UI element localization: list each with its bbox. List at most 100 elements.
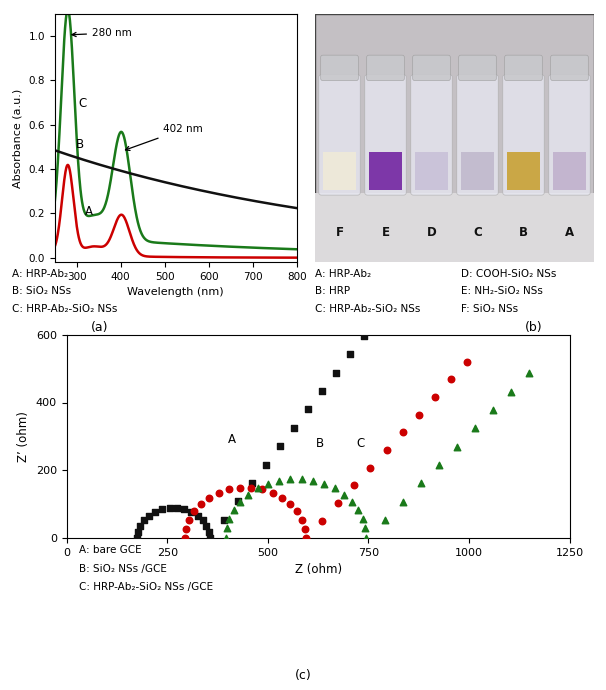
Point xyxy=(339,489,348,500)
Bar xyxy=(323,152,356,190)
Point xyxy=(430,391,440,402)
Point xyxy=(274,475,284,486)
Text: (c): (c) xyxy=(295,669,311,682)
Point xyxy=(221,533,230,544)
Point xyxy=(303,404,313,415)
Bar xyxy=(553,152,586,190)
Bar xyxy=(461,152,494,190)
FancyBboxPatch shape xyxy=(367,55,404,81)
X-axis label: Z (ohm): Z (ohm) xyxy=(295,564,342,576)
Point xyxy=(258,484,267,495)
Point xyxy=(268,487,278,498)
Point xyxy=(193,510,202,521)
Text: D: D xyxy=(427,226,436,239)
Point xyxy=(382,444,391,455)
Point xyxy=(133,526,143,538)
FancyBboxPatch shape xyxy=(321,55,358,81)
Point xyxy=(275,441,285,452)
Text: B: SiO₂ NSs: B: SiO₂ NSs xyxy=(12,286,72,296)
Point xyxy=(185,514,195,525)
Point xyxy=(132,533,142,544)
Text: C: HRP-Ab₂-SiO₂ NSs: C: HRP-Ab₂-SiO₂ NSs xyxy=(12,304,118,313)
Point xyxy=(165,502,175,513)
Point xyxy=(285,473,295,484)
Point xyxy=(319,478,329,489)
Point xyxy=(398,496,407,507)
FancyBboxPatch shape xyxy=(503,75,544,195)
FancyBboxPatch shape xyxy=(505,55,542,81)
Point xyxy=(181,533,190,544)
Point xyxy=(358,513,367,524)
Text: B: SiO₂ NSs /GCE: B: SiO₂ NSs /GCE xyxy=(79,564,167,573)
Point xyxy=(285,498,295,509)
Point xyxy=(289,422,299,433)
Point xyxy=(452,441,462,452)
Point xyxy=(470,423,480,434)
Text: A: A xyxy=(85,204,93,217)
Text: (b): (b) xyxy=(524,321,542,334)
Text: C: C xyxy=(473,226,482,239)
Bar xyxy=(315,193,594,262)
Y-axis label: Absorbance (a.u.): Absorbance (a.u.) xyxy=(13,88,23,188)
Point xyxy=(350,480,359,491)
Point xyxy=(462,356,472,367)
Text: B: B xyxy=(76,138,84,151)
Point xyxy=(229,504,239,515)
Point xyxy=(261,459,271,470)
Point xyxy=(247,477,256,489)
Text: D: COOH-SiO₂ NSs: D: COOH-SiO₂ NSs xyxy=(461,269,556,279)
FancyBboxPatch shape xyxy=(551,55,588,81)
Point xyxy=(214,487,224,498)
Point xyxy=(414,409,424,420)
Point xyxy=(236,496,245,507)
Bar xyxy=(369,152,402,190)
Point xyxy=(135,520,145,531)
Point xyxy=(361,523,370,534)
Point xyxy=(359,331,369,342)
Point xyxy=(263,478,273,489)
Point xyxy=(198,515,207,526)
Text: E: E xyxy=(382,226,390,239)
Point xyxy=(204,492,214,503)
Text: B: HRP: B: HRP xyxy=(315,286,350,296)
Text: C: C xyxy=(356,437,365,450)
Y-axis label: Z’ (ohm): Z’ (ohm) xyxy=(17,411,30,462)
Text: C: HRP-Ab₂-SiO₂ NSs: C: HRP-Ab₂-SiO₂ NSs xyxy=(315,304,421,313)
Point xyxy=(347,496,356,507)
Text: (a): (a) xyxy=(92,321,108,334)
Text: B: B xyxy=(519,226,528,239)
Point xyxy=(222,523,231,534)
Point xyxy=(225,513,235,524)
Point xyxy=(398,427,407,438)
Point xyxy=(247,482,256,493)
FancyBboxPatch shape xyxy=(413,55,450,81)
Point xyxy=(139,515,149,526)
Point xyxy=(331,367,341,378)
Point xyxy=(190,506,199,517)
Point xyxy=(365,462,375,473)
FancyBboxPatch shape xyxy=(549,75,590,195)
Bar xyxy=(415,152,448,190)
Text: C: C xyxy=(79,97,87,110)
FancyBboxPatch shape xyxy=(459,55,496,81)
X-axis label: Wavelength (nm): Wavelength (nm) xyxy=(127,288,224,297)
Text: A: HRP-Ab₂: A: HRP-Ab₂ xyxy=(12,269,68,279)
Point xyxy=(345,348,355,359)
Point xyxy=(297,514,307,525)
Point xyxy=(362,533,371,544)
Text: E: NH₂-SiO₂ NSs: E: NH₂-SiO₂ NSs xyxy=(461,286,542,296)
Point xyxy=(219,514,228,525)
Point xyxy=(318,386,327,397)
Text: 402 nm: 402 nm xyxy=(125,124,202,150)
Point xyxy=(318,515,327,526)
Point xyxy=(202,520,211,531)
FancyBboxPatch shape xyxy=(457,75,498,195)
Point xyxy=(416,477,425,489)
Point xyxy=(204,526,213,538)
Bar xyxy=(507,152,540,190)
Point xyxy=(488,404,498,415)
Text: F: SiO₂ NSs: F: SiO₂ NSs xyxy=(461,304,518,313)
Text: A: bare GCE: A: bare GCE xyxy=(79,545,141,555)
Point xyxy=(300,523,310,534)
Point xyxy=(333,497,343,509)
